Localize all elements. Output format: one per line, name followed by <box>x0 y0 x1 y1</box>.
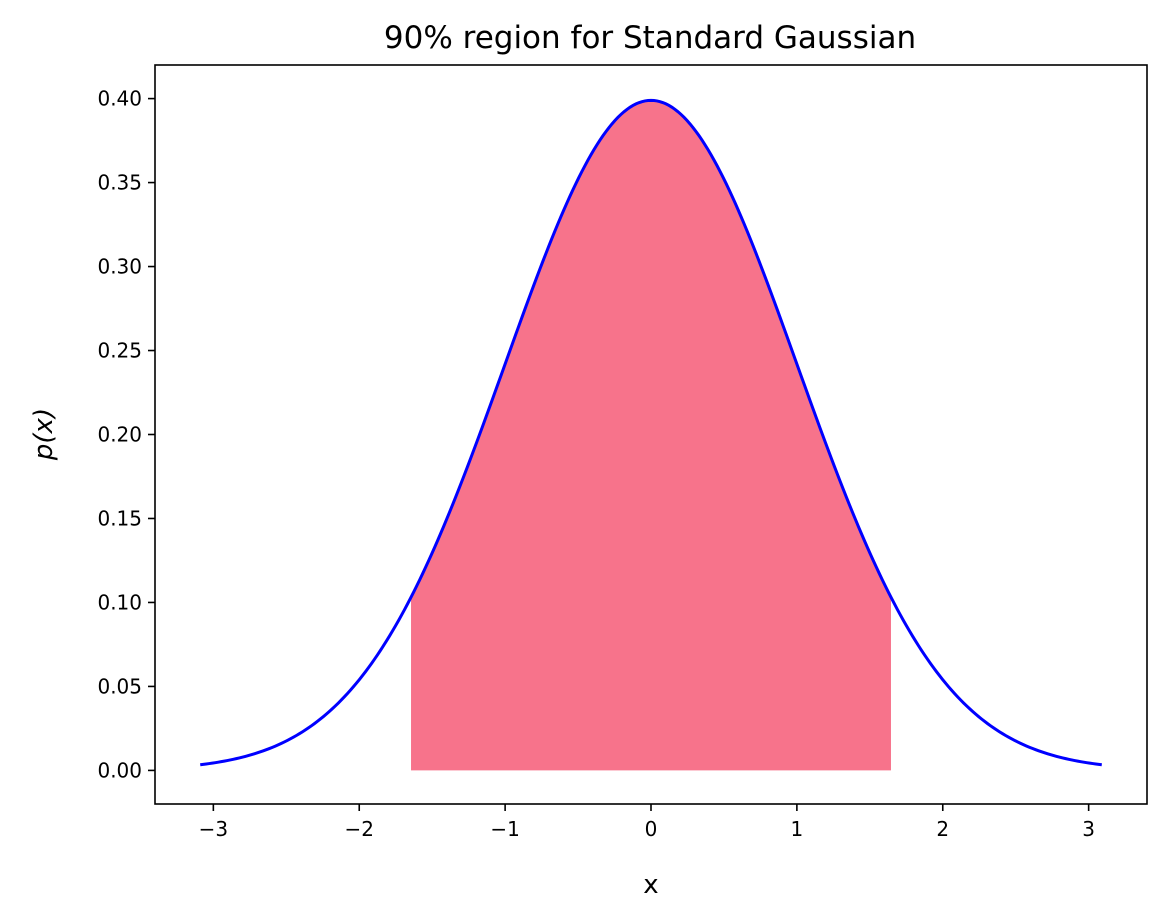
pdf-curve <box>200 98 1102 767</box>
x-tick-label: −3 <box>199 817 228 841</box>
x-tick-label: −1 <box>490 817 519 841</box>
x-tick-label: 0 <box>645 817 658 841</box>
x-axis-label: x <box>643 870 658 900</box>
y-tick-label: 0.30 <box>97 255 142 279</box>
y-axis-label: p(x) <box>29 408 59 461</box>
x-tick-label: 2 <box>936 817 949 841</box>
y-tick-label: 0.20 <box>97 423 142 447</box>
plot-area <box>200 98 1102 771</box>
shaded-region <box>411 100 891 771</box>
y-tick-label: 0.40 <box>97 87 142 111</box>
x-tick-label: 1 <box>791 817 804 841</box>
x-tick-label: 3 <box>1082 817 1095 841</box>
y-tick-label: 0.35 <box>97 171 142 195</box>
y-tick-label: 0.05 <box>97 674 142 698</box>
x-tick-label: −2 <box>344 817 373 841</box>
x-axis: −3 −2 −1 0 1 2 3 <box>199 804 1095 841</box>
y-tick-label: 0.10 <box>97 590 142 614</box>
chart-title: 90% region for Standard Gaussian <box>384 20 916 56</box>
y-tick-label: 0.25 <box>97 339 142 363</box>
y-tick-label: 0.15 <box>97 506 142 530</box>
y-axis: 0.00 0.05 0.10 0.15 0.20 0.25 0.30 0.35 0.40 <box>97 87 155 782</box>
y-tick-label: 0.00 <box>97 758 142 782</box>
